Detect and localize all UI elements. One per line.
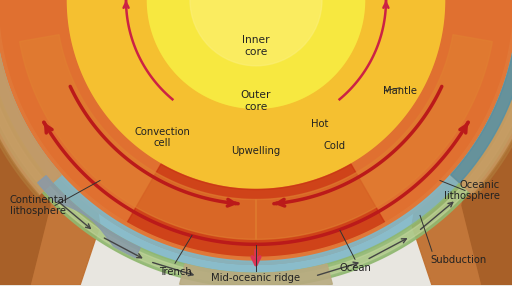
Polygon shape [451, 23, 512, 183]
Polygon shape [0, 0, 100, 285]
Text: Upwelling: Upwelling [231, 146, 281, 156]
Text: Ocean: Ocean [339, 263, 371, 273]
Polygon shape [19, 35, 256, 239]
Polygon shape [146, 0, 366, 110]
Text: Continental
lithosphere: Continental lithosphere [10, 195, 68, 216]
Text: Trench: Trench [159, 267, 191, 277]
Polygon shape [0, 48, 512, 284]
Polygon shape [256, 35, 493, 239]
Text: Convection
cell: Convection cell [134, 127, 190, 148]
Text: Inner
core: Inner core [242, 35, 270, 57]
Polygon shape [0, 0, 512, 273]
Text: Hot: Hot [311, 119, 329, 129]
Polygon shape [0, 0, 512, 264]
Polygon shape [0, 9, 61, 195]
Polygon shape [0, 10, 39, 197]
Polygon shape [38, 176, 140, 258]
Text: Cold: Cold [324, 141, 346, 151]
Polygon shape [451, 9, 512, 195]
Text: Outer
core: Outer core [241, 90, 271, 112]
Polygon shape [0, 0, 512, 264]
Polygon shape [66, 0, 446, 190]
Polygon shape [180, 264, 332, 286]
Text: Mantle: Mantle [383, 86, 417, 96]
Circle shape [190, 0, 322, 66]
Polygon shape [473, 10, 512, 197]
Polygon shape [0, 0, 50, 285]
Text: Subduction: Subduction [430, 255, 486, 265]
Polygon shape [462, 0, 512, 285]
Polygon shape [123, 164, 389, 264]
Text: Mid-oceanic ridge: Mid-oceanic ridge [211, 273, 301, 283]
Text: Oceanic
lithosphere: Oceanic lithosphere [444, 180, 500, 201]
Polygon shape [412, 0, 512, 285]
